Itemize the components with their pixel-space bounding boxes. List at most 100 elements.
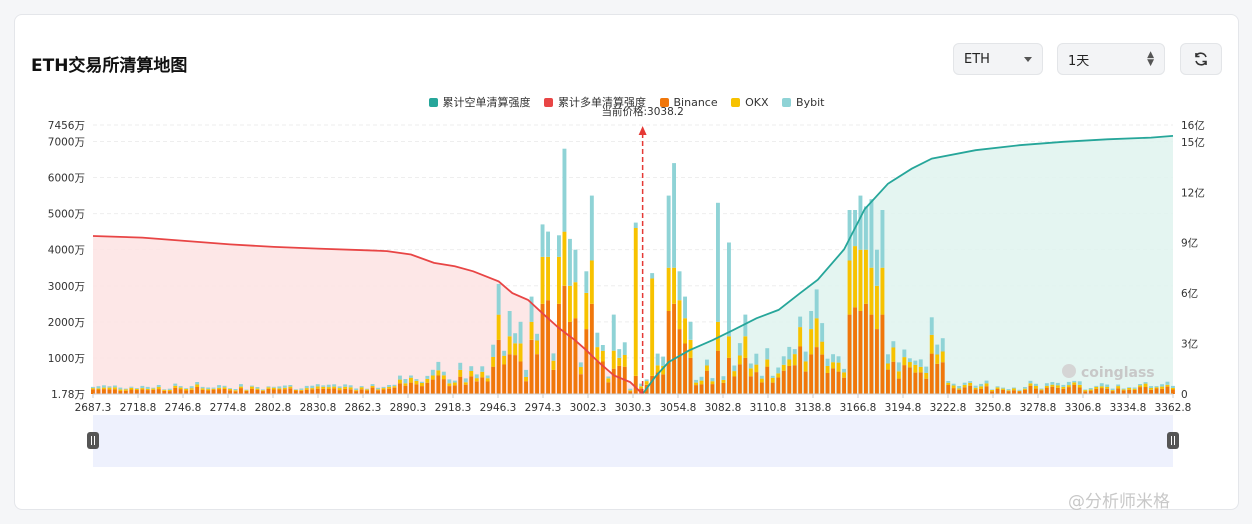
bar-okx <box>1171 388 1175 390</box>
legend-item-short[interactable]: 累计空单清算强度 <box>428 94 531 110</box>
bar-binance <box>562 285 567 394</box>
bar-binance <box>206 390 211 394</box>
period-select[interactable]: 1天 ▲ ▼ <box>1057 43 1165 75</box>
bar-bybit <box>584 271 589 293</box>
bar-binance <box>529 339 534 394</box>
bar-binance <box>299 390 304 394</box>
legend-item-binance[interactable]: Binance <box>659 96 718 109</box>
bar-okx <box>173 385 178 388</box>
bar-binance <box>847 314 852 394</box>
bar-binance <box>759 382 764 394</box>
legend-item-bybit[interactable]: Bybit <box>782 96 824 109</box>
legend-swatch <box>544 97 554 107</box>
bar-bybit <box>200 386 205 389</box>
bar-binance <box>343 388 348 394</box>
refresh-button[interactable] <box>1180 43 1222 75</box>
bar-binance <box>337 390 342 394</box>
bar-binance <box>968 385 973 394</box>
x-tick-label: 3002.3 <box>570 402 607 414</box>
bar-bybit <box>151 387 156 389</box>
bar-bybit <box>946 381 951 383</box>
bar-okx <box>1110 390 1115 392</box>
refresh-icon <box>1195 52 1207 66</box>
bar-bybit <box>491 344 496 357</box>
bar-okx <box>496 314 501 340</box>
bar-binance <box>129 389 134 394</box>
range-slider-left-handle[interactable] <box>87 432 99 449</box>
bar-okx <box>102 387 106 390</box>
bar-bybit <box>716 202 720 322</box>
bar-bybit <box>1012 387 1016 389</box>
legend-item-okx[interactable]: OKX <box>731 96 769 109</box>
asset-select-value: ETH <box>964 51 990 67</box>
bar-bybit <box>1121 388 1126 390</box>
bar-okx <box>825 366 830 373</box>
bar-binance <box>469 376 474 394</box>
bar-bybit <box>299 388 304 390</box>
bar-binance <box>348 389 353 394</box>
bar-okx <box>513 343 518 356</box>
x-tick-label: 3110.8 <box>750 402 787 414</box>
bar-bybit <box>1127 387 1132 388</box>
bar-binance <box>184 390 189 394</box>
bar-okx <box>809 329 814 355</box>
bar-binance <box>217 389 221 394</box>
bar-bybit <box>425 375 430 379</box>
bar-okx <box>409 377 413 383</box>
bar-bybit <box>770 375 775 378</box>
bar-bybit <box>206 387 211 390</box>
asset-select[interactable]: ETH <box>953 43 1043 75</box>
bar-bybit <box>222 385 227 388</box>
bar-okx <box>381 388 386 390</box>
bar-binance <box>430 379 435 394</box>
bar-binance <box>979 388 983 394</box>
bar-binance <box>820 354 825 394</box>
bar-bybit <box>814 289 819 319</box>
bar-binance <box>518 361 523 394</box>
bar-bybit <box>233 389 238 391</box>
bar-bybit <box>759 375 764 379</box>
bar-binance <box>1154 388 1159 394</box>
x-tick-label: 2718.8 <box>120 402 157 414</box>
bar-bybit <box>118 387 123 390</box>
bar-bybit <box>677 271 682 301</box>
bar-okx <box>96 388 101 390</box>
bar-okx <box>441 375 446 380</box>
bar-bybit <box>798 316 803 328</box>
bar-binance <box>288 388 293 394</box>
bar-binance <box>282 389 287 394</box>
bar-binance <box>710 384 715 394</box>
bar-okx <box>1072 382 1077 385</box>
bar-binance <box>655 372 660 394</box>
bar-binance <box>1028 385 1033 394</box>
bar-okx <box>392 386 397 388</box>
bar-binance <box>683 343 687 394</box>
bar-bybit <box>924 366 929 373</box>
range-slider-right-handle[interactable] <box>1167 432 1179 449</box>
short-cumulative-area <box>642 135 1173 394</box>
bar-okx <box>535 340 539 355</box>
bar-binance <box>1099 388 1104 394</box>
bar-okx <box>195 384 200 387</box>
bar-binance <box>754 372 759 394</box>
bar-okx <box>1094 386 1099 389</box>
bar-okx <box>1116 386 1121 389</box>
bar-okx <box>754 364 759 373</box>
bar-binance <box>1138 387 1142 394</box>
bar-bybit <box>787 346 792 360</box>
bar-bybit <box>765 348 770 360</box>
bar-binance <box>705 370 709 394</box>
bar-binance <box>677 329 682 394</box>
bar-binance <box>1143 387 1148 394</box>
bar-okx <box>721 379 726 383</box>
bar-bybit <box>792 349 797 355</box>
bar-bybit <box>1149 386 1153 388</box>
bar-okx <box>452 382 457 386</box>
bar-binance <box>611 368 616 394</box>
bar-bybit <box>250 385 254 387</box>
bar-bybit <box>633 222 638 228</box>
bar-binance <box>639 388 644 394</box>
bar-okx <box>365 389 369 391</box>
y-left-tick-label: 7456万 <box>48 120 85 132</box>
legend-item-long[interactable]: 累计多单清算强度 <box>544 94 646 110</box>
